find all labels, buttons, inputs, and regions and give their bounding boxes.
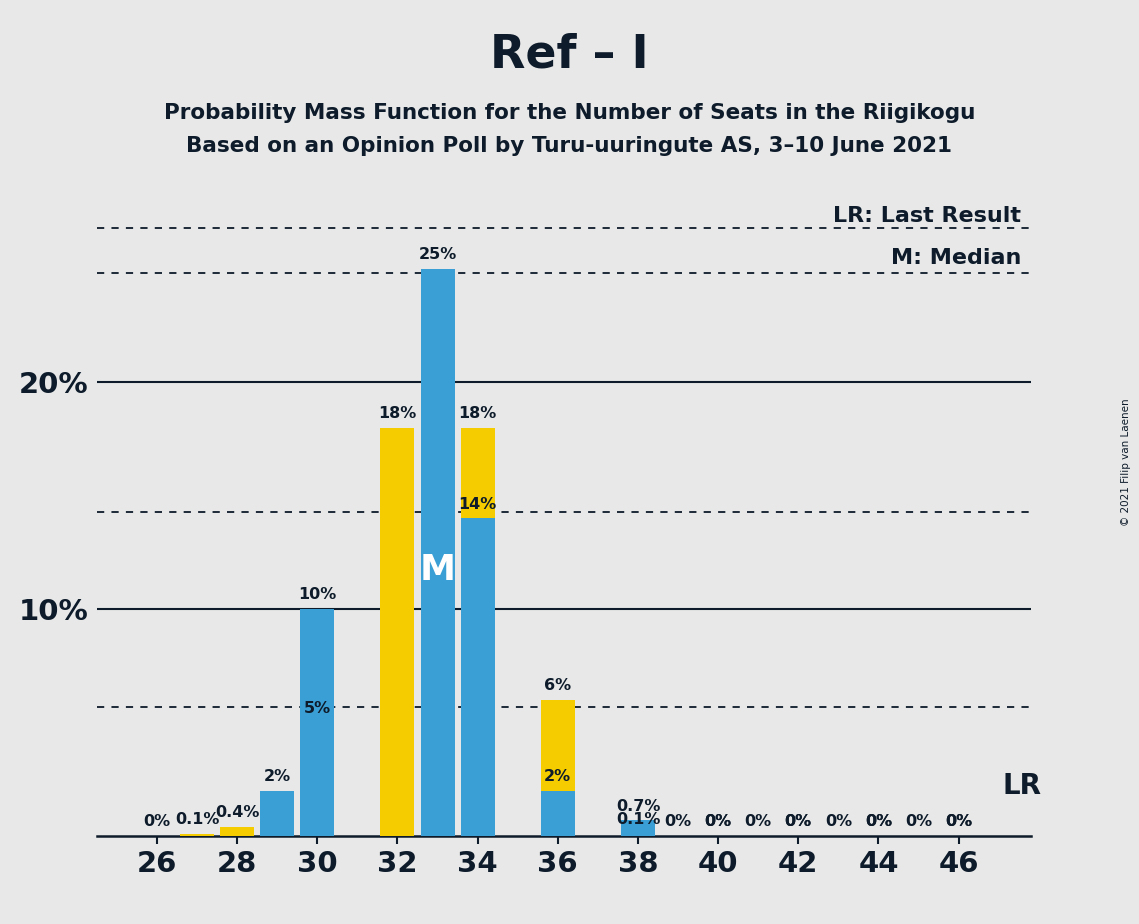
Text: 0%: 0% [785,814,812,830]
Text: LR: LR [1002,772,1042,800]
Text: M: M [419,553,456,587]
Text: 5%: 5% [304,701,330,716]
Text: 0%: 0% [785,814,812,830]
Text: 14%: 14% [459,497,497,512]
Text: 0%: 0% [865,814,892,830]
Text: 10%: 10% [298,588,336,602]
Bar [420,269,454,836]
Text: 0.4%: 0.4% [215,806,260,821]
Text: M: Median: M: Median [891,248,1022,268]
Text: 0%: 0% [825,814,852,830]
Bar [460,428,494,836]
Bar [621,834,655,836]
Text: 0%: 0% [745,814,772,830]
Bar [301,723,335,836]
Text: 0%: 0% [865,814,892,830]
Text: 0%: 0% [144,814,171,830]
Text: 6%: 6% [544,678,572,693]
Text: Probability Mass Function for the Number of Seats in the Riigikogu: Probability Mass Function for the Number… [164,103,975,124]
Text: 0%: 0% [945,814,973,830]
Bar [180,834,214,836]
Bar [220,827,254,836]
Text: 0%: 0% [705,814,731,830]
Text: Based on an Opinion Poll by Turu-uuringute AS, 3–10 June 2021: Based on an Opinion Poll by Turu-uuringu… [187,136,952,156]
Bar [301,609,335,836]
Text: 0%: 0% [664,814,691,830]
Bar [621,821,655,836]
Bar [541,791,575,836]
Text: 25%: 25% [418,247,457,262]
Bar [380,428,415,836]
Bar [260,791,294,836]
Text: LR: Last Result: LR: Last Result [834,206,1022,225]
Text: 2%: 2% [263,769,290,784]
Text: 2%: 2% [544,769,572,784]
Text: 0.7%: 0.7% [616,798,661,813]
Bar [460,518,494,836]
Text: Ref – I: Ref – I [490,32,649,78]
Text: 18%: 18% [459,406,497,421]
Text: 0.1%: 0.1% [175,812,219,827]
Text: 0%: 0% [945,814,973,830]
Text: © 2021 Filip van Laenen: © 2021 Filip van Laenen [1121,398,1131,526]
Text: 0%: 0% [906,814,932,830]
Text: 0%: 0% [705,814,731,830]
Text: 18%: 18% [378,406,417,421]
Bar [541,700,575,836]
Text: 0.1%: 0.1% [616,812,661,827]
